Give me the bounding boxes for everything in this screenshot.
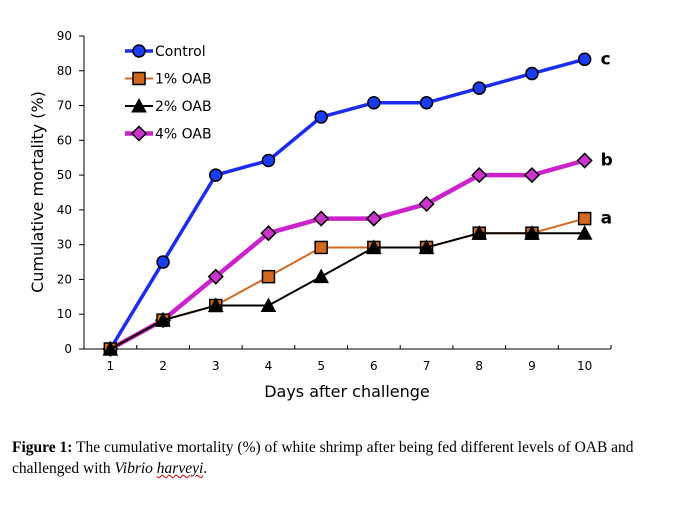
point-2pct-oab	[366, 239, 382, 254]
point-2pct-oab	[102, 340, 119, 356]
point-4pct-oab	[523, 167, 541, 184]
y-tick-label: 30	[57, 238, 72, 252]
caption-label: Figure 1:	[12, 439, 73, 456]
point-4pct-oab	[313, 210, 330, 227]
y-ticks: 0 10 20 30 40 50 60 70 80 90	[57, 29, 84, 356]
point-control	[525, 66, 539, 81]
point-4pct-oab	[260, 225, 277, 242]
point-4pct-oab	[418, 195, 435, 213]
y-tick-label: 10	[57, 307, 72, 321]
y-tick-label: 0	[64, 342, 72, 356]
legend-item-2pct-oab: 2% OAB	[125, 97, 212, 115]
x-tick-label: 9	[528, 359, 536, 373]
annotations: c b a	[601, 49, 613, 228]
x-tick-label: 7	[423, 359, 431, 373]
y-tick-label: 80	[57, 64, 72, 78]
point-4pct-oab	[576, 152, 593, 169]
point-2pct-oab	[418, 239, 435, 254]
legend-label: 1% OAB	[155, 72, 212, 88]
legend-label: 2% OAB	[155, 99, 212, 115]
x-tick-label: 1	[107, 359, 115, 373]
legend-label: 4% OAB	[155, 127, 212, 143]
series-line-2pct-oab	[109, 232, 585, 350]
point-2pct-oab	[207, 297, 224, 313]
figure-caption: Figure 1: The cumulative mortality (%) o…	[12, 437, 662, 479]
x-axis-title: Days after challenge	[264, 382, 430, 401]
y-axis-title: Cumulative mortality (%)	[28, 91, 47, 293]
series-4pct-oab	[102, 152, 593, 358]
point-control	[314, 110, 328, 124]
point-control	[156, 255, 170, 269]
significance-letter-c: c	[601, 49, 611, 69]
point-2pct-oab	[155, 312, 171, 327]
legend-item-4pct-oab: 4% OAB	[125, 125, 212, 143]
x-tick-label: 8	[475, 359, 483, 373]
x-tick-label: 6	[370, 359, 378, 373]
x-ticks: 1 2 3 4 5 6 7 8 9 10	[107, 345, 612, 373]
legend-item-control: Control	[125, 44, 206, 60]
line-chart: 0 10 20 30 40 50 60 70 80 90 1 2 3 4 5 6 7 8 9 10 Control 1…	[28, 29, 613, 401]
caption-end: .	[203, 460, 208, 477]
series-2pct-oab	[102, 225, 593, 356]
point-control	[577, 52, 592, 67]
series-group	[102, 52, 593, 358]
point-control	[261, 153, 276, 168]
point-control	[367, 96, 381, 110]
point-2pct-oab	[576, 225, 593, 240]
series-line-1pct-oab	[109, 217, 585, 350]
point-4pct-oab	[365, 210, 382, 227]
legend-label: Control	[155, 44, 206, 60]
point-2pct-oab	[260, 297, 277, 313]
legend-marker	[130, 125, 148, 142]
y-tick-label: 20	[57, 272, 72, 286]
legend-marker	[131, 97, 147, 113]
point-2pct-oab	[524, 225, 540, 240]
point-1pct-oab	[314, 240, 328, 255]
y-tick-label: 50	[57, 168, 72, 182]
y-tick-label: 60	[57, 133, 72, 147]
point-4pct-oab	[207, 268, 224, 285]
x-tick-label: 10	[577, 359, 592, 373]
x-tick-label: 4	[265, 359, 273, 373]
x-tick-label: 2	[159, 359, 167, 373]
point-2pct-oab	[313, 268, 329, 284]
point-1pct-oab	[577, 211, 592, 226]
y-tick-label: 40	[57, 203, 72, 217]
legend-item-1pct-oab: 1% OAB	[125, 72, 212, 88]
point-1pct-oab	[261, 269, 276, 284]
point-2pct-oab	[471, 225, 488, 240]
caption-species-epithet: harveyi	[156, 460, 204, 477]
significance-letter-a: a	[601, 209, 612, 229]
series-line-4pct-oab	[109, 158, 586, 351]
y-tick-label: 70	[57, 99, 72, 113]
point-4pct-oab	[471, 167, 488, 184]
caption-text: The cumulative mortality (%) of white sh…	[12, 439, 634, 477]
point-control	[472, 81, 486, 95]
significance-letter-b: b	[601, 151, 613, 171]
legend-marker	[132, 71, 146, 86]
x-tick-label: 3	[212, 359, 220, 373]
x-tick-label: 5	[317, 359, 325, 373]
legend-marker	[132, 44, 146, 58]
y-tick-label: 90	[57, 29, 72, 43]
series-line-control	[108, 57, 586, 350]
legend: Control 1% OAB 2% OAB 4% OAB	[125, 44, 212, 143]
caption-species-genus: Vibrio	[114, 460, 153, 477]
point-control	[419, 96, 434, 110]
point-control	[209, 168, 223, 182]
